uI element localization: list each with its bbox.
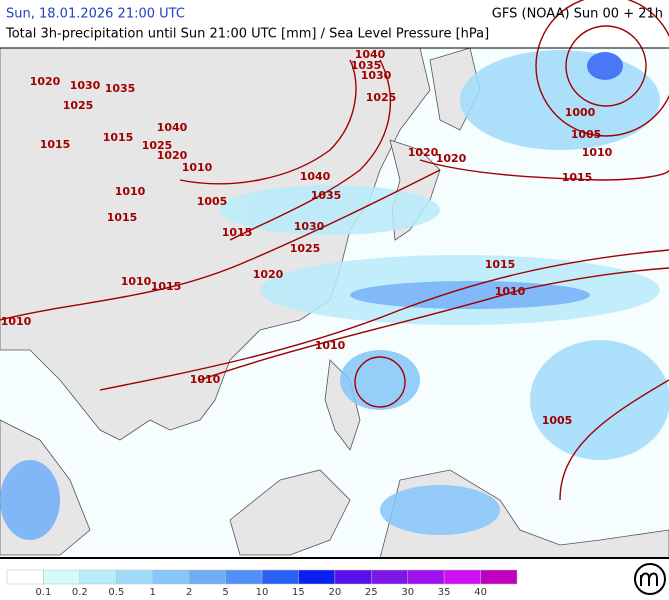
colorbar-swatch: [371, 569, 408, 585]
isobar-label: 1010: [190, 373, 221, 386]
isobar-label: 1015: [485, 258, 516, 271]
colorbar-label: 2: [186, 587, 192, 598]
isobar-label: 1010: [495, 285, 526, 298]
precip-area: [460, 50, 660, 150]
isobar-label: 1015: [103, 131, 134, 144]
isobar-label: 1040: [300, 170, 331, 183]
isobar: [99, 249, 669, 391]
isobar-label: 1025: [290, 242, 321, 255]
isobar-label: 1025: [63, 99, 94, 112]
isobar-label: 1015: [107, 211, 138, 224]
colorbar-swatch: [334, 569, 372, 585]
colorbar-swatch: [407, 569, 445, 585]
isobar-label: 1005: [571, 128, 602, 141]
isobar-label: 1010: [315, 339, 346, 352]
isobar-label: 1040: [355, 48, 386, 61]
isobar-label: 1030: [361, 69, 392, 82]
isobar-label: 1015: [222, 226, 253, 239]
colorbar-swatch: [6, 569, 44, 585]
model-label: GFS (NOAA) Sun 00 + 21h: [492, 7, 663, 22]
isobar: [199, 267, 669, 381]
isobar-label: 1010: [115, 185, 146, 198]
date-label: Sun, 18.01.2026 21:00 UTC: [6, 7, 185, 22]
isobar-label: 1010: [182, 161, 213, 174]
colorbar-label: 0.1: [35, 587, 51, 598]
colorbar-swatch: [188, 569, 226, 585]
isobar-label: 1005: [197, 195, 228, 208]
colorbar-label: 0.2: [72, 587, 88, 598]
logo: [634, 563, 666, 595]
precip-area: [587, 52, 623, 80]
precip-area: [0, 460, 60, 540]
isobar: [0, 169, 441, 321]
isobar-label: 1000: [565, 106, 596, 119]
colorbar-label: 30: [401, 587, 414, 598]
isobar: [565, 25, 647, 107]
colorbar-swatch: [116, 569, 153, 585]
isobar-label: 1030: [70, 79, 101, 92]
isobar-label: 1020: [408, 146, 439, 159]
colorbar-label: 0.5: [108, 587, 124, 598]
isobar-label: 1015: [562, 171, 593, 184]
isobar-label: 1010: [582, 146, 613, 159]
isobar-label: 1025: [142, 139, 173, 152]
isobar: [419, 159, 669, 181]
subtitle: Total 3h-precipitation until Sun 21:00 U…: [5, 27, 489, 42]
colorbar-label: 1: [150, 587, 156, 598]
isobar: [535, 0, 669, 137]
isobar-label: 1010: [1, 315, 32, 328]
colorbar-label: 10: [256, 587, 269, 598]
isobar-label: 1035: [105, 82, 136, 95]
isobar-label: 1015: [151, 280, 182, 293]
logo-mark: [640, 572, 658, 586]
land-borneo: [229, 469, 351, 556]
isobar-label: 1035: [311, 189, 342, 202]
colorbar-label: 5: [222, 587, 228, 598]
isobar-label: 1015: [40, 138, 71, 151]
isobar-label: 1030: [294, 220, 325, 233]
isobar-label: 1025: [366, 91, 397, 104]
colorbar-swatch: [43, 569, 81, 585]
isobars: [0, 0, 669, 501]
isobar-label: 1005: [542, 414, 573, 427]
isobar-label: 1010: [121, 275, 152, 288]
colorbar: 0.1 0.2 0.5 1 2 5 10 15 20 25 30 35 40: [6, 569, 518, 598]
isobar: [354, 356, 406, 408]
colorbar-swatch: [298, 569, 336, 585]
colorbar-swatch: [79, 569, 117, 585]
colorbar-label: 15: [292, 587, 305, 598]
colorbar-label: 35: [438, 587, 451, 598]
isobar-label: 1020: [157, 149, 188, 162]
isobar: [229, 59, 392, 241]
colorbar-swatch: [261, 569, 299, 585]
isobar-label: 1020: [30, 75, 61, 88]
colorbar-swatch: [152, 569, 190, 585]
precip-area: [380, 485, 500, 535]
land-asia: [0, 47, 431, 441]
colorbar-swatch: [443, 569, 481, 585]
colorbar-label: 40: [474, 587, 487, 598]
colorbar-swatch: [480, 569, 518, 585]
colorbar-label: 20: [328, 587, 341, 598]
isobar-label: 1040: [157, 121, 188, 134]
isobar: [179, 59, 357, 185]
precip-area: [530, 340, 669, 460]
isobar: [559, 379, 669, 501]
isobar-label: 1020: [436, 152, 467, 165]
precip-area: [340, 350, 420, 410]
isobar-label: 1035: [351, 59, 382, 72]
colorbar-label: 25: [365, 587, 378, 598]
isobar-label: 1020: [253, 268, 284, 281]
colorbar-swatch: [225, 569, 263, 585]
